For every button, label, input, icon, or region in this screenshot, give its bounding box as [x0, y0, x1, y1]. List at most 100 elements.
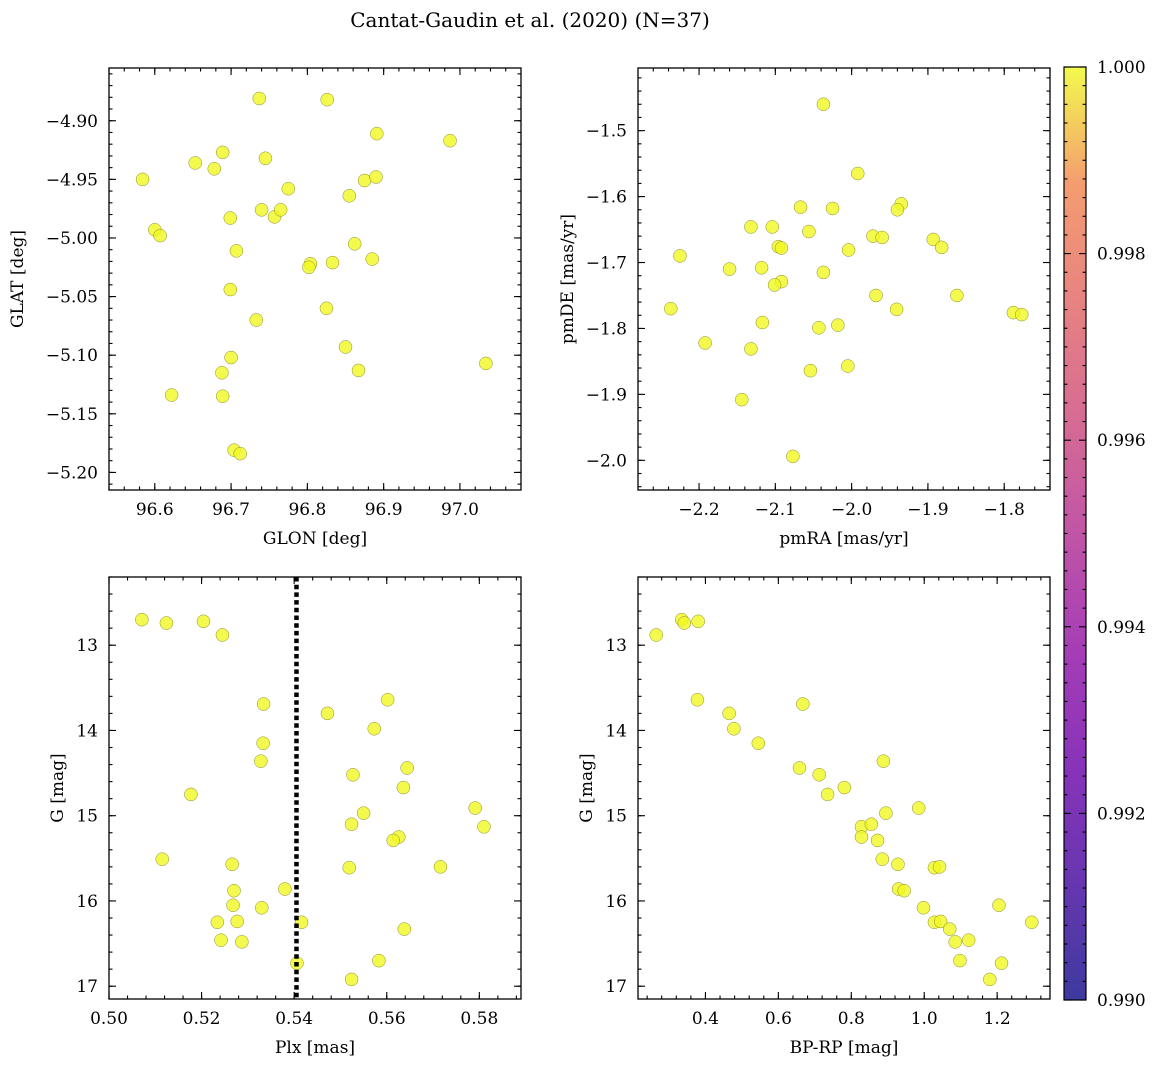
data-point	[812, 768, 826, 782]
data-point	[370, 126, 384, 141]
data-point	[948, 935, 962, 949]
data-point	[396, 780, 411, 795]
data-point	[223, 211, 238, 225]
colorbar-tick-label: 1.000	[1097, 58, 1146, 78]
data-point	[351, 363, 366, 378]
data-point	[367, 721, 382, 736]
axes-frame	[637, 67, 1051, 491]
y-tick-label: 13	[76, 636, 98, 656]
y-tick-label: 15	[605, 807, 627, 827]
data-point	[344, 817, 359, 831]
y-tick-label: −1.6	[586, 188, 627, 208]
x-axis-label: pmRA [mas/yr]	[779, 529, 908, 549]
x-tick-label: 96.6	[136, 500, 174, 520]
data-point	[235, 935, 249, 949]
y-axis-label: pmDE [mas/yr]	[558, 214, 578, 344]
x-tick-label: −2.2	[678, 500, 719, 520]
y-tick-label: 17	[76, 977, 98, 997]
data-point	[397, 922, 412, 936]
data-point	[854, 830, 869, 844]
data-point	[386, 833, 400, 848]
data-point	[796, 697, 810, 711]
colorbar-tick-label: 0.992	[1097, 804, 1146, 824]
data-point	[320, 92, 334, 107]
x-tick-label: 1.2	[984, 1009, 1011, 1029]
data-point	[934, 240, 949, 255]
data-point	[196, 614, 211, 629]
data-point	[983, 972, 997, 987]
colorbar: 0.990 0.992 0.994 0.996 0.998 1.000	[1063, 58, 1146, 1011]
panel-glon-glat: 96.6 96.7 96.8 96.9 97.0 −4.90 −4.95 −5.00 −5.05…	[8, 67, 522, 549]
x-tick-label: 1.0	[911, 1009, 938, 1029]
data-point	[342, 189, 357, 203]
data-point	[215, 366, 229, 380]
data-point	[477, 820, 491, 834]
colorbar-tick-label: 0.996	[1097, 431, 1146, 451]
x-tick-label: −1.8	[984, 500, 1025, 520]
data-point	[664, 301, 678, 316]
x-tick-label: 97.0	[441, 500, 479, 520]
data-point	[229, 244, 244, 258]
data-point	[765, 220, 780, 234]
y-tick-label: −1.8	[586, 319, 627, 339]
data-point	[875, 852, 890, 866]
data-point	[932, 860, 947, 874]
data-point	[698, 336, 712, 350]
data-point	[950, 288, 964, 303]
data-point	[400, 761, 414, 775]
data-point	[727, 721, 741, 736]
data-point	[841, 359, 855, 373]
data-point	[281, 181, 296, 196]
x-tick-label: 0.58	[460, 1009, 498, 1029]
data-point	[215, 628, 230, 642]
x-tick-label: 0.8	[838, 1009, 865, 1029]
x-tick-label: 0.50	[90, 1009, 128, 1029]
x-tick-label: 0.56	[368, 1009, 406, 1029]
data-point	[754, 261, 769, 275]
y-tick-label: −5.10	[46, 346, 98, 366]
data-point	[876, 754, 891, 768]
data-point	[226, 898, 240, 912]
data-point	[215, 389, 230, 403]
data-point	[953, 953, 967, 968]
data-point	[690, 693, 705, 707]
data-point	[249, 313, 264, 327]
x-axis-label: BP-RP [mag]	[790, 1038, 899, 1058]
y-tick-label: 15	[76, 807, 98, 827]
y-tick-label: −5.00	[46, 229, 98, 249]
data-point	[870, 833, 885, 848]
y-tick-label: 17	[605, 977, 627, 997]
x-tick-label: −1.9	[907, 500, 948, 520]
axes-frame	[108, 67, 522, 491]
data-point	[433, 860, 448, 874]
data-point	[338, 340, 353, 354]
data-point	[916, 901, 931, 915]
data-point	[153, 228, 167, 243]
data-point	[875, 230, 889, 245]
data-point	[831, 318, 845, 332]
data-point	[184, 787, 198, 802]
data-point	[864, 817, 879, 831]
data-point	[677, 616, 692, 630]
x-axis-label: GLON [deg]	[263, 529, 367, 549]
y-tick-label: 16	[76, 892, 98, 912]
data-point	[942, 922, 957, 936]
data-point	[841, 243, 856, 257]
data-point	[357, 173, 372, 188]
y-tick-label: −5.05	[46, 288, 98, 308]
points-plx-g	[135, 612, 491, 987]
data-point	[347, 237, 362, 251]
data-point	[926, 232, 941, 247]
x-tick-label: 0.52	[183, 1009, 221, 1029]
y-tick-label: 14	[76, 721, 98, 741]
data-point	[325, 255, 340, 270]
data-point	[722, 262, 737, 276]
data-point	[380, 693, 395, 707]
axes-frame	[637, 576, 1051, 1000]
data-point	[744, 220, 758, 234]
data-point	[869, 288, 883, 303]
data-point	[850, 166, 865, 181]
data-point	[214, 933, 228, 947]
data-point	[803, 363, 818, 378]
